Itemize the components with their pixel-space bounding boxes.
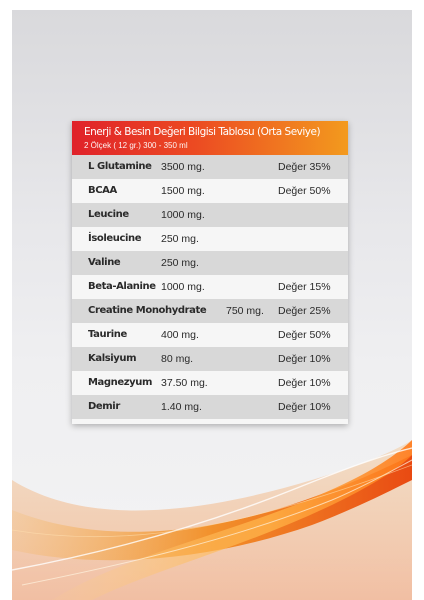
ingredient-value: Değer 10%	[278, 377, 331, 389]
table-subtitle: 2 Ölçek ( 12 gr.) 300 - 350 ml	[84, 141, 188, 150]
table-row: Leucine 1000 mg.	[72, 203, 348, 227]
ingredient-value: Değer 35%	[278, 161, 331, 173]
ingredient-name: L Glutamine	[88, 161, 152, 172]
ingredient-amount: 1.40 mg.	[161, 401, 202, 413]
table-row: Creatine Monohydrate 750 mg. Değer 25%	[72, 299, 348, 323]
ingredient-amount: 250 mg.	[161, 257, 199, 269]
table-title: Enerji & Besin Değeri Bilgisi Tablosu (O…	[84, 126, 321, 138]
ingredient-amount: 250 mg.	[161, 233, 199, 245]
table-body: L Glutamine 3500 mg. Değer 35% BCAA 1500…	[72, 155, 348, 419]
ingredient-amount: 400 mg.	[161, 329, 199, 341]
ingredient-name: BCAA	[88, 185, 117, 196]
ingredient-value: Değer 10%	[278, 401, 331, 413]
ingredient-amount: 1500 mg.	[161, 185, 205, 197]
ingredient-value: Değer 25%	[278, 305, 331, 317]
table-row: Magnezyum 37.50 mg. Değer 10%	[72, 371, 348, 395]
ingredient-value: Değer 50%	[278, 185, 331, 197]
table-row: Kalsiyum 80 mg. Değer 10%	[72, 347, 348, 371]
ingredient-name: İsoleucine	[88, 233, 142, 244]
table-row: L Glutamine 3500 mg. Değer 35%	[72, 155, 348, 179]
ingredient-name: Leucine	[88, 209, 129, 220]
ingredient-value: Değer 10%	[278, 353, 331, 365]
table-row: İsoleucine 250 mg.	[72, 227, 348, 251]
ingredient-amount: 37.50 mg.	[161, 377, 208, 389]
ingredient-amount: 1000 mg.	[161, 281, 205, 293]
table-row: BCAA 1500 mg. Değer 50%	[72, 179, 348, 203]
ingredient-name: Creatine Monohydrate	[88, 305, 207, 316]
orange-swirl-graphic	[12, 440, 412, 600]
table-row: Demir 1.40 mg. Değer 10%	[72, 395, 348, 419]
ingredient-amount: 3500 mg.	[161, 161, 205, 173]
ingredient-value: Değer 15%	[278, 281, 331, 293]
ingredient-amount: 80 mg.	[161, 353, 194, 365]
ingredient-name: Valine	[88, 257, 121, 268]
ingredient-value: Değer 50%	[278, 329, 331, 341]
ingredient-name: Kalsiyum	[88, 353, 137, 364]
ingredient-amount: 750 mg.	[226, 305, 264, 317]
ingredient-name: Taurine	[88, 329, 127, 340]
ingredient-name: Magnezyum	[88, 377, 153, 388]
table-row: Beta-Alanine 1000 mg. Değer 15%	[72, 275, 348, 299]
ingredient-name: Beta-Alanine	[88, 281, 156, 292]
ingredient-name: Demir	[88, 401, 120, 412]
table-row: Taurine 400 mg. Değer 50%	[72, 323, 348, 347]
ingredient-amount: 1000 mg.	[161, 209, 205, 221]
table-row: Valine 250 mg.	[72, 251, 348, 275]
nutrition-table-card: Enerji & Besin Değeri Bilgisi Tablosu (O…	[72, 121, 348, 424]
table-header: Enerji & Besin Değeri Bilgisi Tablosu (O…	[72, 121, 348, 155]
